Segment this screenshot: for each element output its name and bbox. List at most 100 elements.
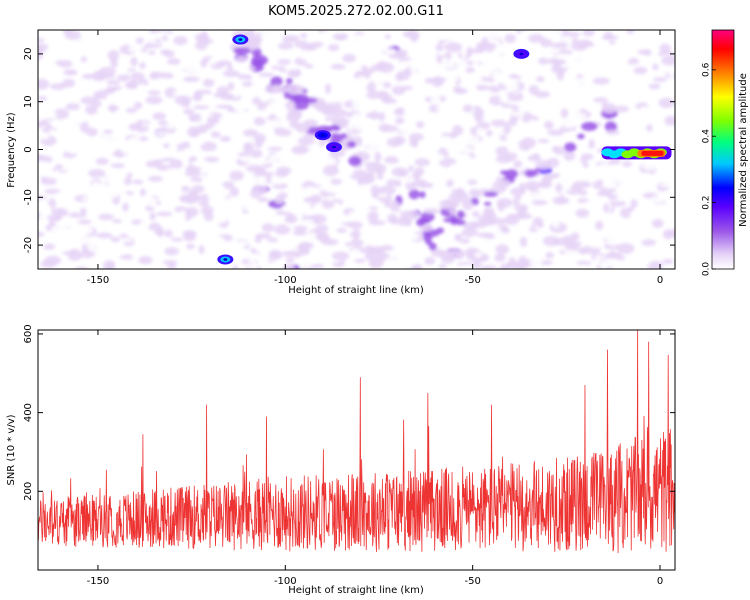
heatmap-cell — [102, 260, 116, 269]
heatmap-cell — [455, 219, 466, 226]
heatmap-cell — [647, 203, 664, 212]
heatmap-cell — [291, 145, 309, 155]
heatmap-cell — [528, 259, 543, 267]
heatmap-cell — [324, 83, 332, 95]
heatmap-cell — [367, 211, 379, 223]
heatmap-cell — [273, 86, 291, 94]
heatmap-cell — [54, 164, 64, 170]
heatmap-cell — [303, 63, 314, 69]
heatmap-cell — [479, 174, 490, 181]
heatmap-cell — [554, 259, 569, 266]
heatmap-cell — [563, 74, 577, 83]
heatmap-cell — [96, 232, 113, 239]
heatmap-cell — [526, 248, 545, 259]
heatmap-cell — [208, 57, 223, 62]
heatmap-cell — [241, 249, 249, 257]
heatmap-cell — [42, 243, 56, 250]
heatmap-cell — [506, 260, 523, 269]
heatmap-cell — [569, 108, 581, 115]
heatmap-cell — [394, 241, 402, 248]
heatmap-cell — [505, 81, 520, 92]
heatmap-cell — [107, 105, 120, 111]
heatmap-cell — [38, 50, 43, 61]
heatmap-cell — [326, 195, 334, 202]
heatmap-cell — [311, 263, 324, 269]
heatmap-cell — [594, 46, 608, 53]
heatmap-cell — [183, 147, 193, 158]
heatmap-cell — [352, 169, 367, 176]
heatmap-cell — [416, 218, 426, 227]
heatmap-cell — [285, 257, 295, 263]
heatmap-cell — [330, 81, 340, 93]
heatmap-cell — [445, 143, 458, 153]
heatmap-cell — [614, 174, 629, 185]
heatmap-cell — [158, 193, 171, 203]
heatmap-cell — [197, 124, 213, 131]
heatmap-cell — [167, 57, 181, 66]
heatmap-cell — [378, 111, 386, 122]
heatmap-cell — [462, 146, 473, 154]
heatmap-cell — [282, 250, 301, 258]
heatmap-cell — [495, 30, 508, 37]
heatmap-cell — [553, 215, 565, 221]
heatmap-cell — [268, 216, 280, 223]
heatmap-cell — [609, 73, 625, 83]
spectrogram-x-tick-label: -100 — [274, 275, 297, 286]
heatmap-cell — [298, 49, 316, 61]
heatmap-cell — [537, 57, 549, 65]
heatmap-cell — [38, 58, 46, 69]
heatmap-cell — [408, 165, 415, 173]
heatmap-cell — [140, 103, 155, 108]
heatmap-cell — [174, 81, 182, 89]
heatmap-cell — [586, 104, 594, 113]
heatmap-cell — [49, 59, 57, 70]
heatmap-cell — [348, 64, 355, 73]
heatmap-cell — [393, 147, 411, 158]
heatmap-cell — [664, 247, 672, 253]
heatmap-cell — [161, 80, 179, 87]
heatmap-cell — [412, 263, 423, 269]
heatmap-cell — [646, 124, 653, 132]
heatmap-cell — [277, 192, 288, 200]
heatmap-cell — [65, 69, 76, 75]
heatmap-cell — [303, 186, 312, 193]
heatmap-cell — [348, 210, 363, 218]
heatmap-cell — [198, 32, 209, 44]
heatmap-cell — [286, 84, 304, 95]
heatmap-cell — [596, 55, 610, 65]
heatmap-cell — [118, 246, 125, 256]
heatmap-cell — [510, 187, 526, 197]
heatmap-cell — [370, 184, 380, 196]
heatmap-cell — [462, 104, 474, 113]
heatmap-cell — [396, 49, 408, 59]
heatmap-cell — [322, 165, 339, 177]
heatmap-cell — [399, 241, 417, 248]
heatmap-cell — [349, 173, 364, 180]
heatmap-cell — [62, 30, 73, 35]
heatmap-cell — [524, 169, 538, 177]
heatmap-cell — [418, 38, 433, 47]
heatmap-cell — [336, 217, 353, 223]
heatmap-cell — [574, 92, 582, 98]
heatmap-cell — [377, 62, 395, 73]
heatmap-cell — [481, 42, 490, 51]
heatmap-cell — [250, 149, 263, 159]
heatmap-cell — [117, 152, 124, 157]
heatmap-cell — [234, 117, 242, 125]
heatmap-cell — [83, 60, 102, 66]
heatmap-cell — [214, 121, 227, 133]
heatmap-cell — [592, 97, 609, 103]
heatmap-cell — [515, 70, 528, 77]
heatmap-cell — [408, 133, 425, 142]
heatmap-cell — [599, 170, 611, 182]
heatmap-cell — [85, 105, 98, 115]
heatmap-cell — [596, 31, 603, 39]
heatmap-cell — [207, 184, 225, 192]
heatmap-cell — [598, 162, 612, 174]
heatmap-cell — [412, 171, 422, 179]
heatmap-cell — [382, 82, 392, 89]
heatmap-cell — [467, 71, 486, 77]
heatmap-cell — [456, 210, 465, 219]
heatmap-cell — [298, 241, 314, 250]
heatmap-cell — [344, 242, 353, 247]
